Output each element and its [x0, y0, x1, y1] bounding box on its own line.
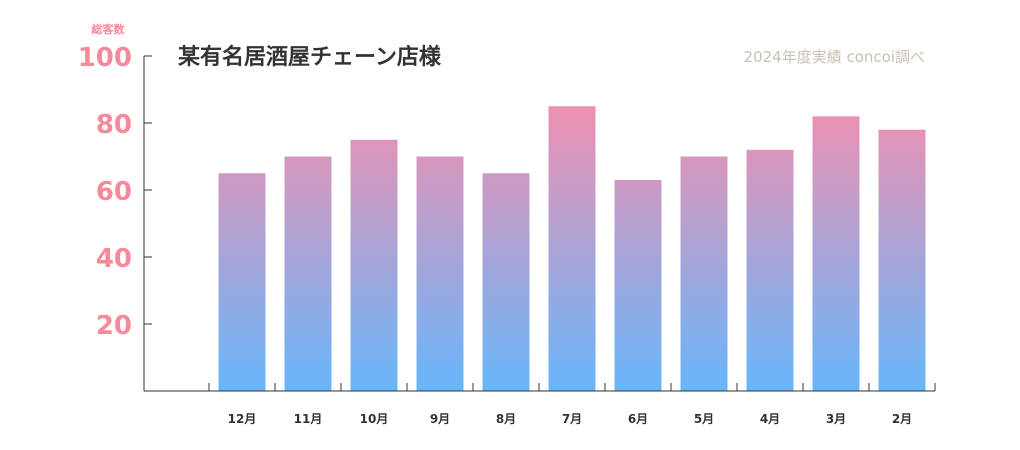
x-tick-label: 4月 [760, 412, 780, 426]
x-tick-label: 5月 [694, 412, 714, 426]
y-tick-label: 100 [78, 43, 132, 73]
y-axis-label: 総客数 [92, 22, 126, 36]
x-tick-label: 2月 [892, 412, 912, 426]
bar-10月 [350, 139, 398, 391]
x-tick-label: 11月 [294, 412, 323, 426]
bar-8月 [482, 173, 530, 391]
bar-3月 [812, 116, 860, 392]
x-tick-label: 7月 [562, 412, 582, 426]
x-tick-label: 6月 [628, 412, 648, 426]
bar-6月 [614, 179, 662, 391]
source-note: 2024年度実績 concoi調べ [744, 48, 925, 66]
y-tick-label: 40 [96, 244, 132, 274]
bar-4月 [746, 149, 794, 391]
bar-11月 [284, 156, 332, 391]
y-tick-label: 60 [96, 177, 132, 207]
bar-9月 [416, 156, 464, 391]
chart-title: 某有名居酒屋チェーン店様 [178, 44, 442, 70]
x-tick-label: 12月 [228, 412, 257, 426]
x-tick-label: 10月 [360, 412, 389, 426]
x-tick-label: 8月 [496, 412, 516, 426]
y-tick-label: 20 [96, 311, 132, 341]
bar-12月 [218, 173, 266, 391]
x-tick-label: 3月 [826, 412, 846, 426]
bar-2月 [878, 129, 926, 391]
y-tick-label: 80 [96, 110, 132, 140]
bar-7月 [548, 106, 596, 391]
bar-5月 [680, 156, 728, 391]
x-tick-label: 9月 [430, 412, 450, 426]
